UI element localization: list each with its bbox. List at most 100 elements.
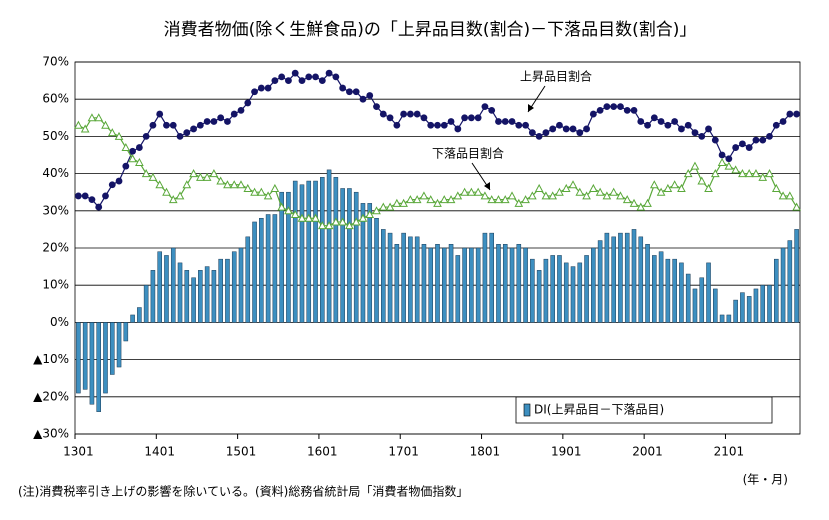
marker: [168, 195, 178, 204]
bar: [231, 251, 237, 323]
bar: [496, 244, 501, 323]
bar: [692, 288, 698, 323]
marker: [400, 110, 408, 118]
marker: [80, 124, 90, 133]
marker: [317, 221, 327, 230]
marker: [460, 187, 469, 196]
marker: [169, 121, 177, 129]
marker: [250, 187, 259, 196]
bar: [679, 262, 684, 323]
marker: [365, 209, 375, 219]
bar: [238, 247, 244, 323]
y-tick-label: 20%: [42, 241, 69, 255]
marker: [278, 73, 286, 81]
marker: [156, 110, 164, 118]
bar: [265, 214, 271, 323]
bar: [706, 262, 711, 323]
bar: [469, 247, 474, 323]
bar: [767, 284, 772, 323]
bar: [523, 247, 528, 323]
bar: [225, 258, 230, 323]
bar: [604, 232, 610, 323]
marker: [412, 195, 422, 204]
marker: [190, 125, 197, 133]
bar: [299, 184, 305, 323]
marker: [148, 172, 158, 181]
bar: [652, 255, 657, 323]
bar: [320, 177, 325, 323]
marker: [135, 144, 143, 151]
marker: [623, 106, 631, 114]
marker: [203, 118, 211, 125]
marker: [284, 206, 293, 215]
marker: [609, 187, 619, 196]
marker: [155, 180, 165, 189]
marker: [406, 110, 414, 118]
bar: [347, 188, 352, 323]
marker: [467, 114, 475, 122]
bar: [143, 284, 149, 323]
marker: [683, 169, 693, 178]
bar: [631, 229, 637, 323]
marker: [305, 73, 313, 81]
bar: [760, 284, 766, 323]
bar: [516, 244, 522, 323]
series-label: 下落品目割合: [432, 146, 504, 161]
marker: [243, 183, 253, 192]
marker: [162, 187, 171, 196]
marker: [643, 198, 652, 207]
bar: [746, 296, 752, 323]
bar: [611, 236, 616, 323]
marker: [649, 180, 659, 189]
marker: [548, 191, 558, 200]
bar: [157, 251, 162, 323]
marker: [163, 121, 170, 129]
marker: [291, 69, 299, 77]
bar: [787, 240, 793, 323]
legend-swatch: [523, 403, 531, 417]
bar: [699, 277, 705, 323]
marker: [393, 121, 401, 129]
x-tick-label: 1801: [470, 445, 501, 459]
x-tick-label: 1701: [388, 445, 419, 459]
bar: [116, 322, 122, 368]
marker: [81, 192, 89, 200]
bar: [367, 203, 373, 323]
marker: [725, 155, 733, 163]
marker: [474, 114, 482, 122]
marker: [378, 202, 388, 211]
bar: [306, 180, 312, 323]
bar: [177, 262, 183, 323]
marker: [622, 195, 632, 204]
marker: [217, 114, 225, 122]
bar: [719, 314, 725, 323]
marker: [297, 213, 307, 222]
marker: [582, 191, 591, 200]
marker: [717, 157, 727, 166]
marker: [210, 118, 218, 125]
marker: [731, 165, 740, 174]
marker: [480, 191, 490, 200]
marker: [704, 183, 713, 192]
marker: [183, 129, 191, 137]
marker: [454, 125, 462, 133]
marker: [616, 191, 625, 200]
bar: [191, 277, 196, 323]
marker: [596, 106, 604, 114]
bar: [577, 262, 583, 323]
bar: [618, 232, 623, 323]
marker: [549, 125, 557, 133]
marker: [88, 196, 96, 204]
marker: [786, 110, 794, 118]
marker: [379, 110, 387, 118]
marker: [671, 118, 679, 125]
marker: [562, 125, 570, 133]
marker: [684, 121, 692, 129]
marker: [332, 73, 340, 81]
marker: [697, 176, 707, 185]
marker: [324, 221, 334, 230]
marker: [481, 103, 489, 111]
marker: [426, 195, 436, 204]
marker: [74, 192, 82, 200]
marker: [670, 180, 679, 189]
